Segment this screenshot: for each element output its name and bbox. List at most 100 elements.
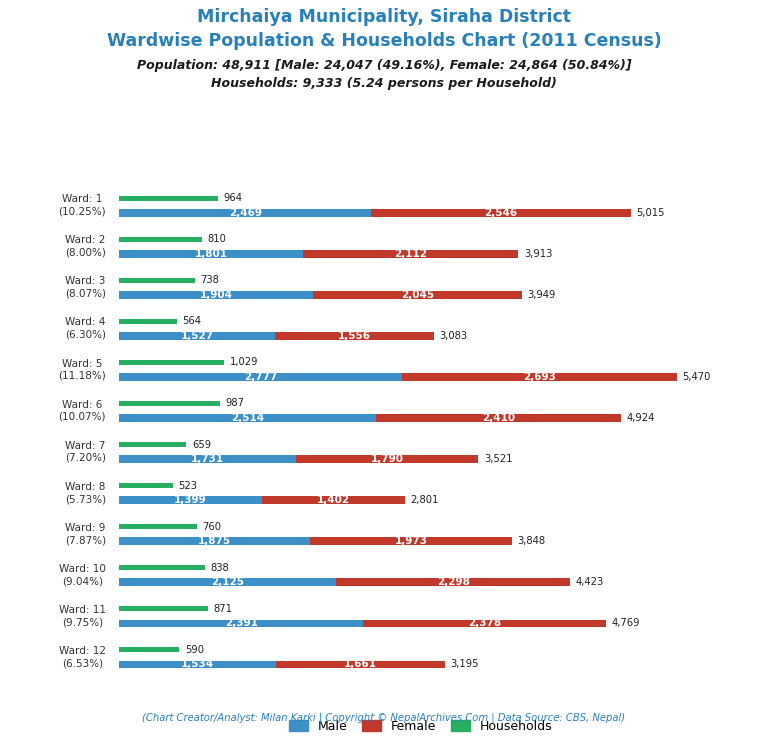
Text: 1,534: 1,534: [181, 659, 214, 669]
Text: 5,015: 5,015: [636, 208, 665, 218]
Text: Ward: 8
(5.73%): Ward: 8 (5.73%): [65, 482, 106, 504]
Text: 2,112: 2,112: [394, 249, 427, 259]
Text: 3,913: 3,913: [524, 249, 552, 259]
Bar: [376, 414, 621, 422]
Text: 523: 523: [178, 480, 197, 490]
Text: Ward: 7
(7.20%): Ward: 7 (7.20%): [65, 441, 106, 463]
Bar: [119, 414, 376, 422]
Text: Ward: 10
(9.04%): Ward: 10 (9.04%): [59, 564, 106, 586]
Bar: [119, 236, 202, 242]
Text: 4,423: 4,423: [576, 577, 604, 587]
Text: 5,470: 5,470: [683, 372, 711, 382]
Text: Ward: 5
(11.18%): Ward: 5 (11.18%): [58, 358, 106, 381]
Text: 1,973: 1,973: [395, 536, 428, 546]
Bar: [119, 647, 180, 652]
Bar: [296, 456, 478, 463]
Bar: [119, 606, 208, 611]
Text: 1,399: 1,399: [174, 495, 207, 505]
Text: 2,777: 2,777: [244, 372, 277, 382]
Text: 871: 871: [214, 604, 233, 614]
Bar: [276, 660, 445, 668]
Text: 1,801: 1,801: [194, 249, 227, 259]
Bar: [275, 332, 434, 340]
Text: Ward: 9
(7.87%): Ward: 9 (7.87%): [65, 523, 106, 545]
Text: Ward: 11
(9.75%): Ward: 11 (9.75%): [59, 605, 106, 627]
Text: 1,402: 1,402: [317, 495, 350, 505]
Text: 1,875: 1,875: [198, 536, 231, 546]
Bar: [119, 483, 173, 488]
Text: 760: 760: [203, 522, 221, 532]
Bar: [119, 319, 177, 324]
Bar: [371, 209, 631, 217]
Text: Mirchaiya Municipality, Siraha District: Mirchaiya Municipality, Siraha District: [197, 8, 571, 26]
Text: 3,521: 3,521: [484, 454, 512, 464]
Bar: [310, 538, 511, 545]
Bar: [119, 660, 276, 668]
Text: Population: 48,911 [Male: 24,047 (49.16%), Female: 24,864 (50.84%)]: Population: 48,911 [Male: 24,047 (49.16%…: [137, 59, 631, 72]
Text: 1,556: 1,556: [338, 331, 371, 341]
Bar: [119, 278, 194, 283]
Text: Households: 9,333 (5.24 persons per Household): Households: 9,333 (5.24 persons per Hous…: [211, 77, 557, 90]
Text: 964: 964: [223, 194, 242, 203]
Text: Ward: 2
(8.00%): Ward: 2 (8.00%): [65, 236, 106, 258]
Text: 2,298: 2,298: [437, 577, 469, 587]
Bar: [119, 496, 262, 504]
Bar: [363, 620, 606, 627]
Legend: Male, Female, Households: Male, Female, Households: [284, 715, 558, 738]
Text: Ward: 3
(8.07%): Ward: 3 (8.07%): [65, 276, 106, 299]
Bar: [119, 442, 187, 447]
Bar: [119, 401, 220, 406]
Text: 838: 838: [210, 562, 229, 572]
Text: 2,391: 2,391: [225, 618, 257, 628]
Text: 4,769: 4,769: [611, 618, 640, 628]
Bar: [402, 373, 677, 381]
Bar: [119, 373, 402, 381]
Text: 2,514: 2,514: [231, 413, 264, 423]
Bar: [119, 291, 313, 299]
Text: Ward: 6
(10.07%): Ward: 6 (10.07%): [58, 400, 106, 422]
Text: 987: 987: [226, 398, 244, 408]
Text: 2,546: 2,546: [485, 208, 518, 218]
Bar: [303, 250, 518, 258]
Text: Ward: 12
(6.53%): Ward: 12 (6.53%): [59, 646, 106, 668]
Text: 2,693: 2,693: [523, 372, 556, 382]
Text: 2,045: 2,045: [401, 290, 434, 300]
Text: Ward: 4
(6.30%): Ward: 4 (6.30%): [65, 318, 106, 340]
Text: 1,661: 1,661: [344, 659, 377, 669]
Bar: [119, 456, 296, 463]
Text: 2,378: 2,378: [468, 618, 501, 628]
Text: Ward: 1
(10.25%): Ward: 1 (10.25%): [58, 194, 106, 217]
Text: 3,083: 3,083: [439, 331, 468, 341]
Text: 3,848: 3,848: [518, 536, 545, 546]
Bar: [119, 538, 310, 545]
Bar: [336, 578, 571, 586]
Text: 1,790: 1,790: [370, 454, 403, 464]
Bar: [119, 524, 197, 529]
Bar: [313, 291, 522, 299]
Bar: [119, 578, 336, 586]
Text: 1,904: 1,904: [200, 290, 233, 300]
Text: 4,924: 4,924: [627, 413, 655, 423]
Text: Wardwise Population & Households Chart (2011 Census): Wardwise Population & Households Chart (…: [107, 32, 661, 50]
Text: 2,469: 2,469: [229, 208, 262, 218]
Text: 738: 738: [200, 276, 219, 285]
Text: (Chart Creator/Analyst: Milan Karki | Copyright © NepalArchives.Com | Data Sourc: (Chart Creator/Analyst: Milan Karki | Co…: [142, 712, 626, 723]
Text: 3,195: 3,195: [451, 659, 479, 669]
Bar: [119, 209, 371, 217]
Text: 1,029: 1,029: [230, 358, 258, 367]
Text: 1,731: 1,731: [191, 454, 224, 464]
Text: 2,410: 2,410: [482, 413, 515, 423]
Bar: [119, 620, 363, 627]
Text: 810: 810: [207, 234, 227, 244]
Bar: [119, 250, 303, 258]
Bar: [119, 565, 205, 570]
Bar: [119, 360, 224, 365]
Text: 2,801: 2,801: [411, 495, 439, 505]
Text: 1,527: 1,527: [180, 331, 214, 341]
Text: 3,949: 3,949: [528, 290, 556, 300]
Text: 2,125: 2,125: [211, 577, 244, 587]
Bar: [262, 496, 405, 504]
Bar: [119, 196, 217, 201]
Bar: [119, 332, 275, 340]
Text: 590: 590: [185, 645, 204, 654]
